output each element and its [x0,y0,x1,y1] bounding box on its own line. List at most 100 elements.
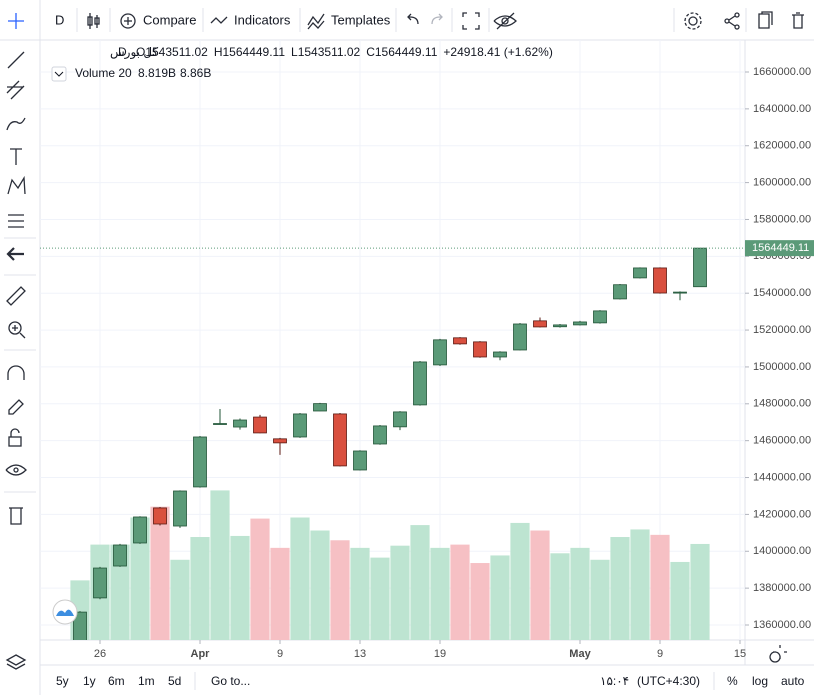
interval-button[interactable]: D [55,12,64,27]
volume-bar [210,490,230,640]
indicators-icon[interactable] [210,16,228,24]
volume-bar [430,547,450,640]
chart-style-button[interactable] [87,13,100,29]
log-toggle[interactable]: log [752,674,768,688]
volume-last: 8.86B [180,66,211,80]
volume-bar [310,530,330,640]
legend-value: O1543511.02 [136,45,208,59]
volume-ma: 8.819B [138,66,176,80]
volume-bar [170,559,190,640]
candle-body [213,423,227,425]
volume-bar [330,540,350,640]
last-price-box [745,240,814,257]
y-tick-label: 1500000.00 [753,361,811,373]
volume-bar [130,517,150,640]
range-1y[interactable]: 1y [83,674,96,688]
templates-button[interactable]: Templates [331,12,391,27]
volume-bar [150,506,170,640]
candle-body [473,341,487,358]
compare-button[interactable]: Compare [143,12,196,27]
volume-legend: Volume 20 [75,66,132,80]
y-tick-label: 1520000.00 [753,324,811,336]
settings-button[interactable] [684,12,702,30]
legend-collapse[interactable] [51,66,67,82]
y-tick-label: 1480000.00 [753,398,811,410]
candle-body [693,247,707,288]
undo-button[interactable] [407,13,419,25]
candle-body [173,490,187,527]
candles [40,247,745,640]
last-price-label: 1564449.11 [752,242,809,254]
legend-value: H1564449.11 [214,45,286,59]
range-1m[interactable]: 1m [138,674,155,688]
volume-bar [650,534,670,640]
range-5y[interactable]: 5y [56,674,69,688]
volume-bar [570,547,590,640]
candle-body [153,507,167,525]
legend-value: C1564449.11 [366,45,438,59]
left-drawing-tools[interactable] [5,13,27,670]
x-tick-label: 9 [277,648,283,660]
legend-value: +24918.41 (+1.62%) [443,45,552,59]
toolbar-separators [76,8,747,690]
x-tick-label: May [569,648,591,660]
timezone[interactable]: (UTC+4:30) [637,674,700,688]
candle-body [273,438,287,444]
x-tick-label: 19 [434,648,446,660]
legend-value: L1543511.02 [291,45,361,59]
top-toolbar [0,0,814,40]
delete-button[interactable] [792,12,804,29]
snapshot-button[interactable] [758,11,773,29]
candle-body [193,436,207,488]
candle-body [433,339,447,366]
volume-bar [510,522,530,640]
y-tick-label: 1660000.00 [753,66,811,78]
axis-settings[interactable] [769,645,787,663]
go-to[interactable]: Go to... [211,674,250,688]
redo-button[interactable] [431,13,443,25]
candle-body [133,516,147,544]
candle-body [453,337,467,345]
y-tick-label: 1580000.00 [753,213,811,225]
legend-interval: D [118,45,127,59]
percent-toggle[interactable]: % [727,674,738,688]
hide-button[interactable] [493,12,517,30]
watermark-logo [52,599,78,625]
y-tick-label: 1600000.00 [753,177,811,189]
volume-bar [470,563,490,640]
candle-body [113,544,127,567]
volume-bar [230,535,250,640]
volume-bar [630,529,650,640]
ohlc-legend: O1543511.02 H1564449.11 L1543511.02 C156444… [136,45,553,59]
volume-bar [370,557,390,640]
range-5d[interactable]: 5d [168,674,181,688]
candle-body [573,321,587,326]
volume-bar [110,544,130,640]
candle-body [333,413,347,467]
candle-body [353,450,367,471]
volume-bar [690,543,710,640]
symbol-name: کل بورس [110,45,158,60]
volume-bar [390,545,410,640]
compare-icon[interactable] [120,13,136,29]
fullscreen-button[interactable] [462,12,480,30]
candle-body [313,403,327,412]
axes: 1360000.00 1380000.00 1400000.00 1420000.00… [94,66,814,660]
y-tick-label: 1380000.00 [753,582,811,594]
indicators-button[interactable]: Indicators [234,12,291,27]
share-button[interactable] [724,12,740,30]
y-tick-label: 1440000.00 [753,471,811,483]
volume-bar [270,547,290,640]
volume-bar [490,555,510,640]
candle-body [293,413,307,438]
x-tick-label: 15 [734,648,746,660]
candle-body [413,361,427,406]
y-tick-label: 1400000.00 [753,545,811,557]
y-tick-label: 1420000.00 [753,508,811,520]
auto-toggle[interactable]: auto [781,674,805,688]
range-6m[interactable]: 6m [108,674,125,688]
candle-body [653,267,667,294]
volume-bar [290,517,310,640]
candle-body [513,323,527,351]
templates-icon[interactable] [307,13,325,30]
